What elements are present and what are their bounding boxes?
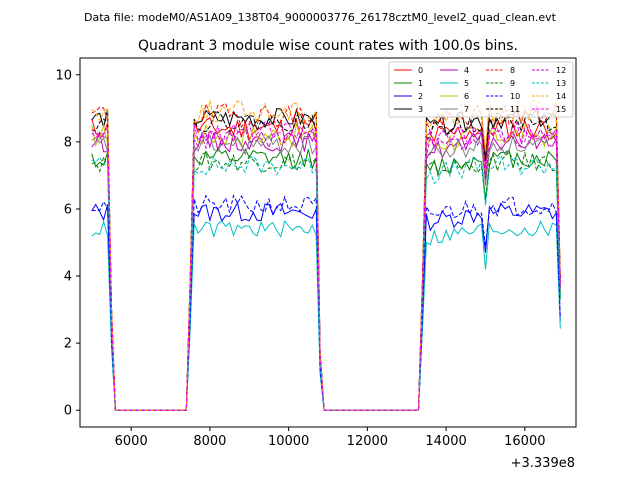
legend-label-9: 9: [510, 79, 515, 88]
legend-label-14: 14: [556, 92, 566, 101]
legend-label-15: 15: [556, 105, 566, 114]
legend-label-11: 11: [510, 105, 520, 114]
x-tick-label-6000: 6000: [115, 434, 148, 449]
series-line-11: [91, 110, 561, 411]
y-tick-label-4: 4: [64, 270, 72, 285]
series-line-3: [91, 107, 561, 411]
legend-label-7: 7: [464, 105, 469, 114]
series-lines: [91, 100, 561, 411]
y-axis: 0 2 4 6 8 10: [55, 68, 80, 419]
series-line-4: [91, 130, 561, 411]
legend-label-1: 1: [418, 79, 423, 88]
series-line-15: [91, 121, 561, 411]
series-line-13: [91, 154, 561, 411]
legend-label-0: 0: [418, 66, 423, 75]
legend-label-8: 8: [510, 66, 515, 75]
x-tick-label-14000: 14000: [425, 434, 466, 449]
y-tick-label-8: 8: [64, 135, 72, 150]
series-line-14: [91, 100, 561, 411]
x-tick-label-10000: 10000: [268, 434, 309, 449]
legend-box: [388, 61, 574, 118]
series-line-0: [91, 117, 561, 411]
chart-title: Quadrant 3 module wise count rates with …: [138, 38, 518, 54]
x-tick-label-12000: 12000: [347, 434, 388, 449]
legend-label-2: 2: [418, 92, 423, 101]
series-line-10: [91, 194, 561, 411]
legend-label-12: 12: [556, 66, 566, 75]
x-offset-label: +3.339e8: [511, 456, 575, 471]
legend-label-4: 4: [464, 66, 469, 75]
series-line-12: [91, 127, 561, 411]
legend-label-6: 6: [464, 92, 469, 101]
series-line-1: [91, 147, 561, 411]
x-tick-label-8000: 8000: [193, 434, 226, 449]
series-line-6: [91, 122, 561, 411]
x-tick-label-16000: 16000: [504, 434, 545, 449]
y-tick-label-0: 0: [64, 404, 72, 419]
series-line-7: [91, 134, 561, 411]
y-tick-label-2: 2: [64, 337, 72, 352]
suptitle: Data file: modeM0/AS1A09_138T04_90000037…: [84, 11, 557, 24]
legend-label-5: 5: [464, 79, 469, 88]
series-line-9: [91, 151, 561, 411]
legend-label-10: 10: [510, 92, 520, 101]
y-tick-label-10: 10: [55, 68, 72, 83]
series-line-8: [91, 102, 561, 411]
plot-frame: [79, 57, 577, 428]
series-line-2: [91, 201, 561, 411]
legend-label-3: 3: [418, 105, 423, 114]
legend-label-13: 13: [556, 79, 566, 88]
x-axis: 6000 8000 10000 12000 14000 16000: [115, 427, 546, 449]
series-line-5: [91, 219, 561, 411]
y-tick-label-6: 6: [64, 202, 72, 217]
plot-area: [79, 57, 577, 428]
